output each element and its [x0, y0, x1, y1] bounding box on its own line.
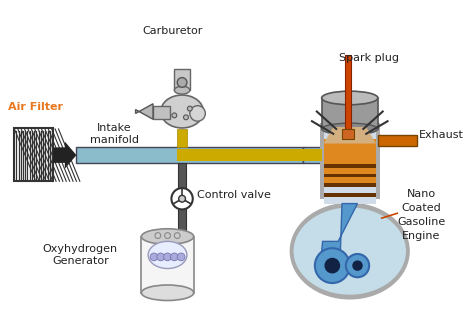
Polygon shape	[321, 204, 357, 261]
Bar	[76, 147, 303, 163]
Polygon shape	[136, 104, 153, 119]
Circle shape	[164, 233, 171, 238]
Bar	[177, 149, 303, 161]
Bar	[178, 163, 186, 262]
Text: Air Filter: Air Filter	[8, 102, 63, 112]
Bar	[322, 98, 378, 129]
Text: Carburetor: Carburetor	[142, 26, 202, 36]
Circle shape	[172, 113, 177, 118]
Text: Exhaust: Exhaust	[419, 130, 464, 140]
Circle shape	[346, 254, 369, 277]
Ellipse shape	[322, 123, 378, 135]
Ellipse shape	[141, 285, 194, 301]
Bar	[188, 237, 194, 293]
Bar	[324, 174, 376, 177]
Circle shape	[157, 253, 164, 261]
Circle shape	[325, 258, 340, 273]
Text: Nano
Coated
Gasoline
Engine: Nano Coated Gasoline Engine	[397, 189, 446, 241]
Circle shape	[172, 188, 193, 209]
Bar	[345, 55, 351, 129]
Bar	[342, 129, 354, 139]
Bar	[324, 193, 376, 197]
Text: Control valve: Control valve	[197, 190, 271, 200]
Circle shape	[179, 195, 185, 202]
Polygon shape	[53, 142, 76, 169]
Circle shape	[174, 233, 180, 238]
Bar	[174, 69, 190, 90]
Bar	[324, 139, 376, 185]
Bar	[141, 237, 194, 293]
Bar	[319, 123, 380, 199]
Bar	[324, 123, 376, 199]
Bar	[303, 147, 322, 163]
Circle shape	[177, 253, 185, 261]
Circle shape	[150, 253, 158, 261]
Bar	[324, 164, 376, 168]
Bar	[324, 194, 376, 204]
Bar	[303, 149, 322, 161]
Ellipse shape	[293, 207, 406, 295]
Circle shape	[155, 233, 161, 238]
Text: Oxyhydrogen
Generator: Oxyhydrogen Generator	[43, 244, 118, 266]
Polygon shape	[324, 127, 376, 143]
Bar	[177, 129, 187, 147]
Ellipse shape	[141, 229, 194, 244]
Ellipse shape	[148, 241, 187, 268]
Bar	[324, 183, 376, 187]
Text: Spark plug: Spark plug	[339, 53, 399, 63]
Ellipse shape	[322, 91, 378, 105]
Circle shape	[187, 106, 192, 111]
Ellipse shape	[174, 86, 190, 94]
Circle shape	[190, 106, 205, 121]
Circle shape	[177, 78, 187, 87]
Circle shape	[352, 260, 363, 271]
Text: Intake
manifold: Intake manifold	[90, 123, 139, 145]
Circle shape	[315, 248, 350, 283]
Circle shape	[171, 253, 178, 261]
Circle shape	[183, 115, 188, 120]
Ellipse shape	[161, 95, 203, 128]
Bar	[153, 106, 171, 119]
Bar	[14, 128, 53, 181]
Ellipse shape	[290, 203, 410, 300]
Bar	[378, 135, 417, 146]
Circle shape	[164, 253, 172, 261]
